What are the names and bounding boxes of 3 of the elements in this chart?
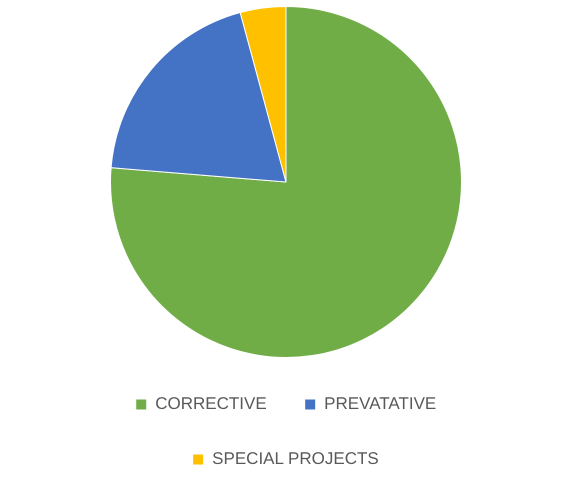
legend-label: CORRECTIVE — [155, 394, 267, 414]
legend-label: PREVATATIVE — [324, 394, 436, 414]
legend-label: SPECIAL PROJECTS — [212, 449, 379, 468]
